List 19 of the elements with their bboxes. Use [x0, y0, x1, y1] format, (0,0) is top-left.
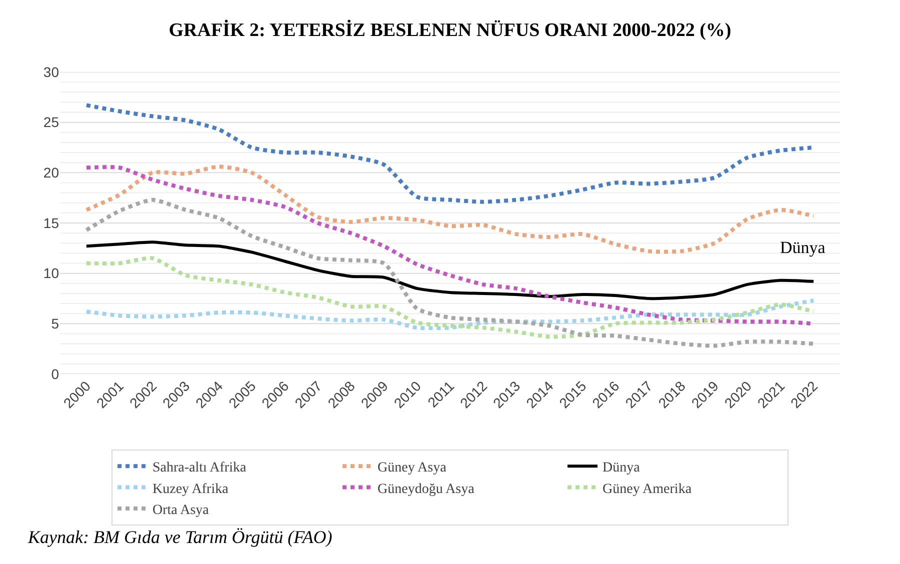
- y-tick-label: 20: [43, 164, 60, 181]
- y-tick-label: 15: [43, 214, 60, 231]
- legend-label: Güney Asya: [378, 460, 448, 476]
- legend-label: Güney Amerika: [602, 482, 692, 497]
- legend-label: Kuzey Afrika: [152, 482, 230, 497]
- chart-title: GRAFİK 2: YETERSİZ BESLENEN NÜFUS ORANI 2000-2022 (%): [168, 18, 732, 41]
- annotation: Dünya: [780, 238, 826, 257]
- legend-label: Sahra-altı Afrika: [152, 460, 247, 476]
- line-series: [84, 298, 816, 330]
- legend-label: Güneydoğu Asya: [378, 482, 476, 497]
- y-tick-label: 10: [43, 265, 60, 282]
- y-tick-label: 30: [43, 64, 60, 80]
- legend-label: Orta Asya: [152, 502, 210, 518]
- text: Kaynak: BM Gıda ve Tarım Örgütü (FAO): [27, 527, 332, 547]
- y-tick-label: 0: [51, 366, 60, 382]
- legend-label: Dünya: [602, 460, 641, 476]
- y-tick-label: 25: [43, 114, 60, 130]
- line-series: [84, 256, 816, 339]
- y-tick-label: 5: [51, 316, 60, 332]
